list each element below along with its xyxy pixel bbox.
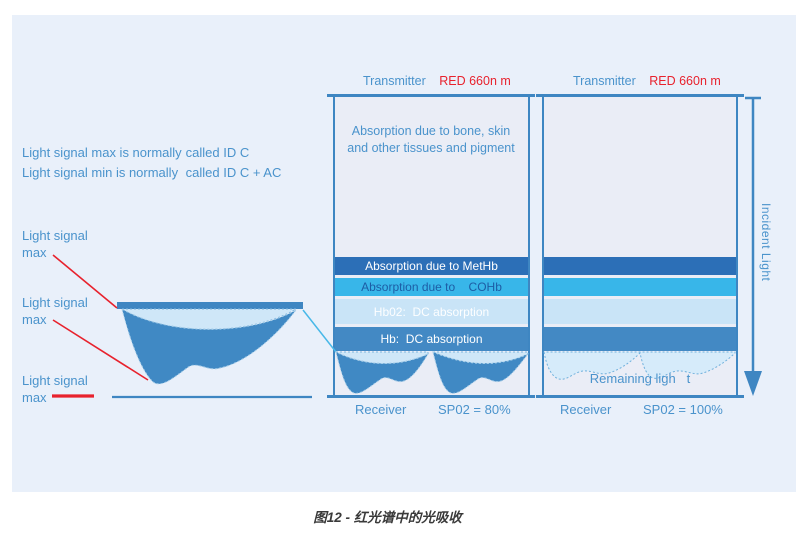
light-signal-max-label-2: Light signal max [22, 295, 88, 327]
band-hb: Hb: DC absorption [335, 327, 528, 351]
right-wave-remaining-light [543, 351, 736, 380]
light-signal-max-label-1: Light signal max [22, 228, 88, 260]
mid-wave-dark-beat1 [335, 351, 430, 394]
note-line-min: Light signal min is normally called ID C… [22, 165, 281, 180]
band-hb02: Hb02: DC absorption [335, 299, 528, 324]
note-min-label: Light signal min is normally [22, 165, 179, 180]
wavelength-label-right: RED 660n m [649, 74, 721, 88]
right-box-top-border [536, 94, 744, 97]
receiver-label-mid: Receiver [355, 402, 407, 417]
transmitter-header-mid: Transmitter RED 660n m [363, 74, 511, 88]
note-line-max: Light signal max is normally called ID C [22, 145, 249, 160]
left-wave-dark-region [121, 307, 297, 385]
wavelength-label-mid: RED 660n m [439, 74, 511, 88]
transmitter-header-right: Transmitter RED 660n m [573, 74, 721, 88]
receiver-label-right: Receiver [560, 402, 612, 417]
tissue-absorption-text: Absorption due to bone, skin and other t… [347, 124, 515, 155]
band-cohb-right [544, 278, 736, 296]
note-max-label: Light signal max is normally [22, 145, 182, 160]
transmitter-label-right: Transmitter [573, 74, 636, 88]
note-max-value: called ID C [185, 145, 250, 160]
mid-wave-pale-beat1 [335, 351, 429, 364]
band-methb: Absorption due to MetHb [335, 257, 528, 275]
incident-arrow-head-icon [744, 371, 762, 396]
band-cohb: Absorption due to COHb [335, 278, 528, 296]
red-leader-line-middle [52, 319, 149, 381]
remaining-light-label: Remaining ligh t [589, 371, 691, 386]
spo2-value-right: SP02 = 100% [643, 402, 723, 417]
transmitter-label-mid: Transmitter [363, 74, 426, 88]
band-methb-right [544, 257, 736, 275]
mid-wave-dark-beat2 [432, 351, 529, 394]
red-leader-line-top [52, 254, 118, 309]
incident-light-label: Incident Light [759, 203, 773, 282]
cyan-connector-line [302, 309, 337, 353]
band-hb02-right [544, 299, 736, 324]
band-hb-right [544, 327, 736, 351]
spo2-value-mid: SP02 = 80% [438, 402, 511, 417]
light-signal-max-label-3: Light signal max [22, 373, 88, 405]
note-min-value: called ID C + AC [185, 165, 282, 180]
right-box-bottom-border [536, 395, 744, 398]
figure-caption: 图12 - 红光谱中的光吸收 [313, 510, 462, 525]
light-signal-max-bar [117, 302, 303, 309]
middle-box-top-border [327, 94, 535, 97]
middle-box-bottom-border [327, 395, 535, 398]
mid-wave-pale-beat2 [432, 351, 529, 364]
